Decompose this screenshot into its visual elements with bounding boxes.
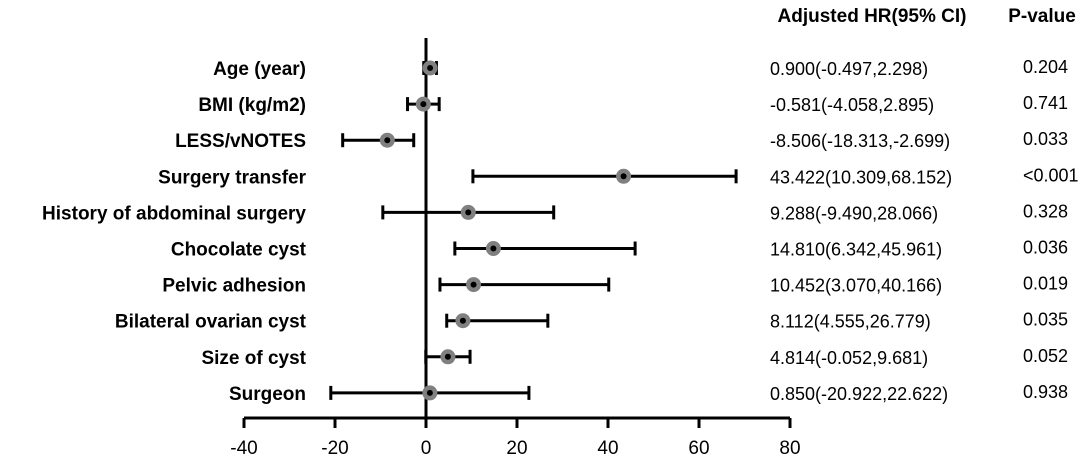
forest-row: History of abdominal surgery 9.288(-9.490… — [42, 201, 1068, 224]
row-label: Age (year) — [213, 59, 306, 80]
ci-value: 43.422(10.309,68.152) — [770, 167, 952, 187]
x-tick-label: 60 — [688, 438, 709, 459]
estimate-marker-center — [420, 101, 427, 108]
p-value: 0.052 — [1023, 346, 1068, 366]
forest-row: Surgeon 0.850(-20.922,22.622) 0.938 — [229, 382, 1068, 405]
estimate-marker-center — [427, 65, 434, 71]
p-value: 0.204 — [1023, 57, 1068, 77]
row-label: LESS/vNOTES — [175, 131, 306, 152]
row-label: Bilateral ovarian cyst — [115, 312, 307, 333]
estimate-marker-center — [444, 353, 451, 360]
forest-row: Size of cyst 4.814(-0.052,9.681) 0.052 — [201, 346, 1068, 369]
ci-value: 14.810(6.342,45.961) — [770, 240, 942, 260]
estimate-marker-center — [459, 317, 466, 324]
ci-value: 8.112(4.555,26.779) — [770, 312, 931, 332]
forest-row: Bilateral ovarian cyst 8.112(4.555,26.779… — [115, 310, 1068, 333]
x-tick-label: -40 — [230, 438, 257, 459]
ci-value: 4.814(-0.052,9.681) — [770, 348, 928, 368]
ci-value: 9.288(-9.490,28.066) — [770, 203, 938, 223]
p-value: 0.036 — [1023, 238, 1068, 258]
row-label: Size of cyst — [201, 348, 306, 369]
ci-value: 10.452(3.070,40.166) — [770, 276, 942, 296]
x-tick-label: -20 — [321, 438, 348, 459]
estimate-marker-center — [465, 209, 472, 216]
forest-row: Chocolate cyst 14.810(6.342,45.961) 0.036 — [171, 238, 1068, 261]
p-value: 0.938 — [1023, 382, 1068, 402]
row-label: Surgeon — [229, 384, 306, 405]
x-axis: -40 -20 0 20 40 60 80 — [230, 416, 801, 459]
row-label: Pelvic adhesion — [162, 276, 306, 297]
x-tick-label: 80 — [779, 438, 800, 459]
forest-rows: Age (year) 0.900(-0.497,2.298) 0.204 BMI (k… — [42, 38, 1079, 418]
p-value: 0.328 — [1023, 201, 1068, 221]
estimate-column-header: Adjusted HR(95% CI) — [778, 6, 967, 27]
x-tick-label: 20 — [506, 438, 527, 459]
estimate-marker-center — [490, 245, 497, 252]
x-tick-label: 0 — [421, 438, 432, 459]
row-label: Chocolate cyst — [171, 240, 307, 261]
forest-row: Age (year) 0.900(-0.497,2.298) 0.204 — [213, 57, 1068, 80]
estimate-marker-center — [470, 281, 477, 288]
ci-value: 0.900(-0.497,2.298) — [770, 59, 928, 79]
estimate-marker-center — [384, 137, 391, 144]
forest-row: LESS/vNOTES -8.506(-18.313,-2.699) 0.033 — [175, 129, 1068, 152]
row-label: Surgery transfer — [158, 167, 306, 188]
forest-row: Pelvic adhesion 10.452(3.070,40.166) 0.019 — [162, 274, 1068, 297]
p-value-column-header: P-value — [1008, 6, 1076, 27]
ci-value: -8.506(-18.313,-2.699) — [770, 131, 950, 151]
estimate-marker-center — [426, 389, 433, 396]
row-label: BMI (kg/m2) — [198, 95, 306, 116]
p-value: <0.001 — [1023, 165, 1079, 185]
p-value: 0.019 — [1023, 274, 1068, 294]
forest-row: Surgery transfer 43.422(10.309,68.152) <0.… — [158, 165, 1078, 188]
estimate-marker-center — [620, 173, 627, 180]
ci-value: -0.581(-4.058,2.895) — [770, 95, 934, 115]
ci-value: 0.850(-20.922,22.622) — [770, 384, 948, 404]
p-value: 0.033 — [1023, 129, 1068, 149]
p-value: 0.741 — [1023, 93, 1068, 113]
row-label: History of abdominal surgery — [42, 203, 306, 224]
forest-row: BMI (kg/m2) -0.581(-4.058,2.895) 0.741 — [198, 93, 1068, 116]
p-value: 0.035 — [1023, 310, 1068, 330]
x-tick-label: 40 — [597, 438, 618, 459]
